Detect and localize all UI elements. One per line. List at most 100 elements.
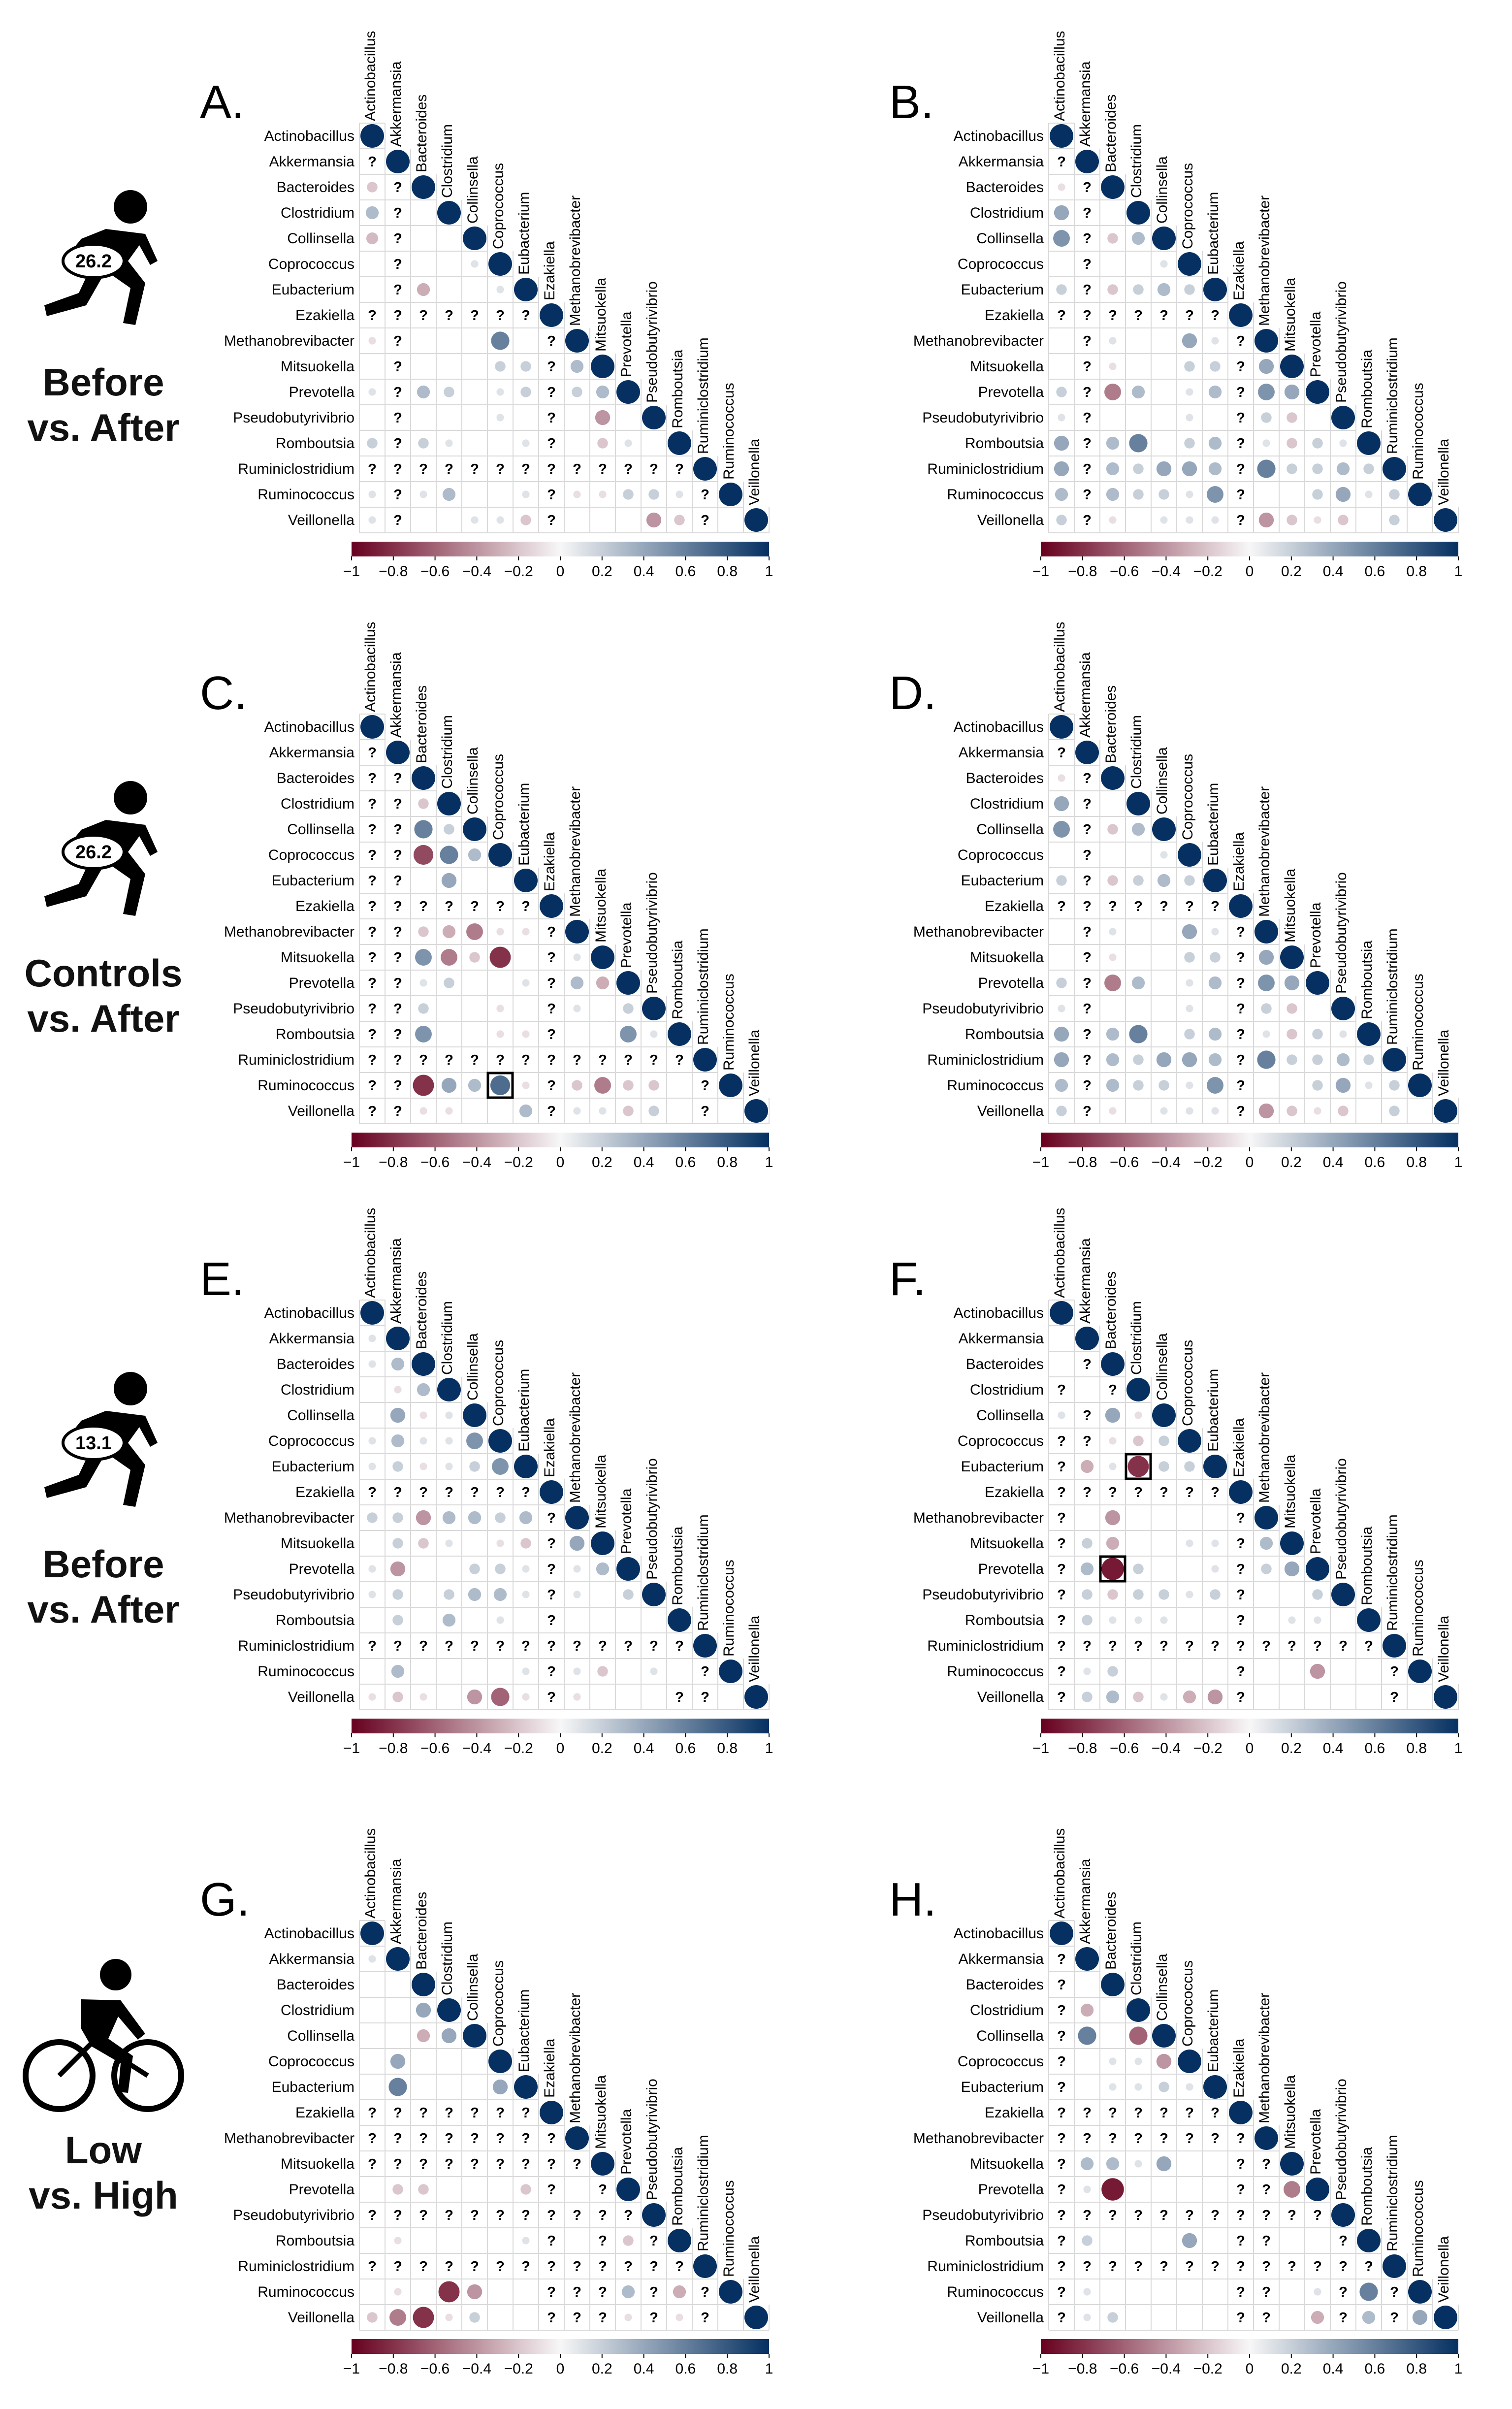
row-annotation-2: 26.2 Controls vs. After <box>0 778 207 1041</box>
row-label-ruminiclostridium: Ruminiclostridium <box>238 461 354 477</box>
correlation-dot <box>1336 462 1350 476</box>
diagonal-dot <box>386 741 410 764</box>
correlation-dot <box>496 1539 504 1547</box>
correlation-dot <box>1109 362 1117 370</box>
missing-marker: ? <box>393 461 402 477</box>
correlation-dot <box>445 2313 453 2321</box>
missing-marker: ? <box>393 899 402 914</box>
correlation-dot <box>415 1026 432 1042</box>
correlation-dot <box>1053 821 1070 838</box>
correlation-dot <box>1109 1437 1117 1445</box>
missing-marker: ? <box>1083 410 1092 426</box>
correlation-dot <box>1058 414 1065 422</box>
missing-marker: ? <box>419 1485 428 1500</box>
column-label-romboutsia: Romboutsia <box>670 350 686 428</box>
column-label-collinsella: Collinsella <box>1154 747 1170 814</box>
missing-marker: ? <box>470 308 479 324</box>
correlation-dot <box>1287 1054 1297 1065</box>
colorbar-tick-label: −1 <box>343 563 360 580</box>
missing-marker: ? <box>368 976 377 991</box>
correlation-dot <box>368 1565 376 1573</box>
correlation-dot <box>441 2028 457 2044</box>
colorbar-tick-label: −0.4 <box>462 563 491 580</box>
missing-marker: ? <box>1083 231 1092 247</box>
row-label-akkermansia: Akkermansia <box>959 1951 1044 1967</box>
correlation-dot <box>1207 1689 1223 1705</box>
diagonal-dot <box>437 792 461 815</box>
diagonal-dot <box>360 715 384 739</box>
diagonal-dot <box>437 201 461 225</box>
race-bib: 26.2 <box>75 251 112 272</box>
column-label-bacteroides: Bacteroides <box>414 685 430 763</box>
correlation-dot <box>368 337 376 345</box>
column-label-ruminococcus: Ruminococcus <box>721 2180 737 2277</box>
correlation-dot <box>1082 1692 1093 1702</box>
missing-marker: ? <box>1057 1952 1066 1967</box>
missing-marker: ? <box>393 2156 402 2172</box>
correlation-dot <box>466 923 483 940</box>
column-label-akkermansia: Akkermansia <box>388 61 404 147</box>
colorbar-tick-label: 0.4 <box>634 1740 654 1757</box>
missing-marker: ? <box>419 1052 428 1068</box>
diagonal-dot <box>1357 1608 1381 1632</box>
correlation-dot <box>496 928 504 936</box>
column-label-akkermansia: Akkermansia <box>1077 1858 1094 1944</box>
missing-marker: ? <box>1236 1536 1245 1552</box>
correlation-dot <box>1211 516 1219 524</box>
missing-marker: ? <box>521 2131 530 2147</box>
correlation-dot <box>522 2237 530 2245</box>
diagonal-dot <box>591 2152 614 2176</box>
missing-marker: ? <box>393 385 402 400</box>
correlation-dot <box>599 490 607 498</box>
correlation-dot <box>1182 333 1197 349</box>
diagonal-dot <box>463 227 486 250</box>
missing-marker: ? <box>547 1510 556 1526</box>
row-label-pseudobutyrivibrio: Pseudobutyrivibrio <box>233 410 354 426</box>
colorbar-tick-label: −0.2 <box>504 2361 533 2377</box>
missing-marker: ? <box>1339 2310 1348 2326</box>
diagonal-dot <box>1203 2075 1227 2099</box>
correlation-dot <box>1160 260 1168 268</box>
row-label-collinsella: Collinsella <box>287 230 354 247</box>
diagonal-dot <box>463 1403 486 1427</box>
correlation-dot <box>676 490 683 498</box>
correlation-dot <box>1082 1615 1093 1626</box>
correlation-dot <box>413 1074 434 1096</box>
correlation-dot <box>1211 1539 1219 1547</box>
diagonal-dot <box>1126 1998 1150 2022</box>
missing-marker: ? <box>368 2208 377 2223</box>
correlation-dot <box>1183 1690 1196 1704</box>
missing-marker: ? <box>1083 1052 1092 1068</box>
diagonal-dot <box>1050 1301 1073 1325</box>
correlation-dot <box>445 1411 453 1419</box>
diagonal-dot <box>719 1074 742 1097</box>
missing-marker: ? <box>1083 847 1092 863</box>
correlation-dot <box>1133 489 1144 500</box>
correlation-dot <box>1186 1107 1193 1115</box>
diagonal-dot <box>616 2178 640 2201</box>
missing-marker: ? <box>445 899 453 914</box>
column-label-veillonella: Veillonella <box>1436 1030 1452 1096</box>
correlation-dot <box>368 1360 376 1368</box>
row-label-methanobrevibacter: Methanobrevibacter <box>913 924 1044 940</box>
correlation-dot <box>442 925 456 939</box>
diagonal-dot <box>591 355 614 378</box>
missing-marker: ? <box>445 1052 453 1068</box>
row-label-ezakiella: Ezakiella <box>985 2105 1044 2121</box>
missing-marker: ? <box>1262 2233 1271 2249</box>
correlation-dot <box>469 2312 480 2323</box>
correlation-dot <box>392 2184 403 2195</box>
colorbar-tick-label: 1 <box>765 563 773 580</box>
diagonal-dot <box>1434 1685 1457 1709</box>
diagonal-dot <box>514 1455 538 1478</box>
row-label-actinobacillus: Actinobacillus <box>954 1305 1044 1321</box>
correlation-dot <box>368 388 376 396</box>
missing-marker: ? <box>1057 1485 1066 1500</box>
colorbar-tick-label: 0.8 <box>717 2361 738 2377</box>
correlation-dot <box>495 1512 506 1523</box>
diagonal-dot <box>360 1921 384 1945</box>
colorbar-tick-label: −0.4 <box>462 2361 491 2377</box>
correlation-dot <box>1101 1558 1124 1580</box>
column-label-bacteroides: Bacteroides <box>1103 685 1119 763</box>
column-label-veillonella: Veillonella <box>746 1030 763 1096</box>
